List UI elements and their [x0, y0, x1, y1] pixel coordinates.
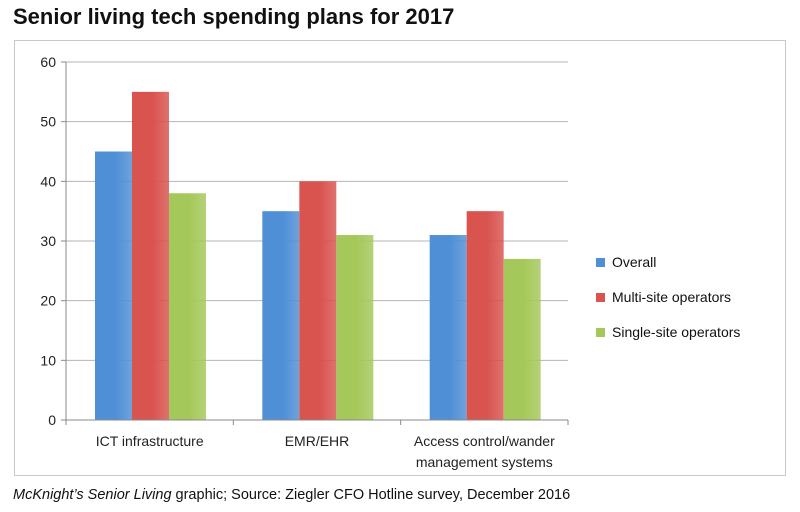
bar-multi-site-operators: [132, 91, 169, 421]
legend-item: Overall: [596, 253, 740, 271]
x-category-label: management systems: [416, 454, 553, 470]
y-tick-label: 40: [40, 173, 56, 189]
chart-frame: 0 10 20 30 40 50 60 ICT infrastructure EMR/EHR Ac…: [14, 40, 786, 476]
legend-swatch: [596, 292, 605, 302]
bar-single-site-operators: [169, 193, 206, 420]
source-caption: McKnight’s Senior Living graphic; Source…: [13, 487, 570, 503]
x-category-label: ICT infrastructure: [96, 433, 204, 449]
legend-swatch: [596, 257, 605, 267]
bar-single-site-operators: [336, 235, 374, 420]
legend-label: Single-site operators: [612, 324, 741, 340]
bar-multi-site-operators: [466, 211, 504, 420]
legend-label: Multi-site operators: [612, 289, 732, 305]
x-category-label: EMR/EHR: [285, 433, 350, 449]
y-tick-label: 20: [40, 293, 56, 309]
bar-overall: [262, 211, 300, 420]
y-tick-label: 60: [40, 54, 56, 70]
bar-overall: [95, 151, 132, 420]
source-text: graphic; Source: Ziegler CFO Hotline sur…: [171, 487, 571, 503]
legend-label: Overall: [612, 254, 657, 270]
publication-name: McKnight’s Senior Living: [13, 487, 172, 503]
bar-overall: [429, 235, 467, 420]
chart-title: Senior living tech spending plans for 20…: [13, 4, 455, 29]
y-tick-label: 30: [40, 233, 56, 249]
legend-swatch: [596, 327, 605, 337]
legend-item: Single-site operators: [596, 323, 740, 341]
y-tick-label: 0: [48, 412, 56, 428]
x-category-label: Access control/wander: [414, 433, 555, 449]
y-tick-label: 50: [40, 114, 56, 130]
bar-multi-site-operators: [299, 181, 337, 420]
y-tick-label: 10: [40, 352, 56, 368]
legend: Overall Multi-site operators Single-site o…: [596, 253, 740, 358]
bar-chart: 0 10 20 30 40 50 60 ICT infrastructure EMR/EHR Ac…: [40, 54, 569, 470]
bar-single-site-operators: [503, 258, 541, 420]
legend-item: Multi-site operators: [596, 288, 740, 306]
